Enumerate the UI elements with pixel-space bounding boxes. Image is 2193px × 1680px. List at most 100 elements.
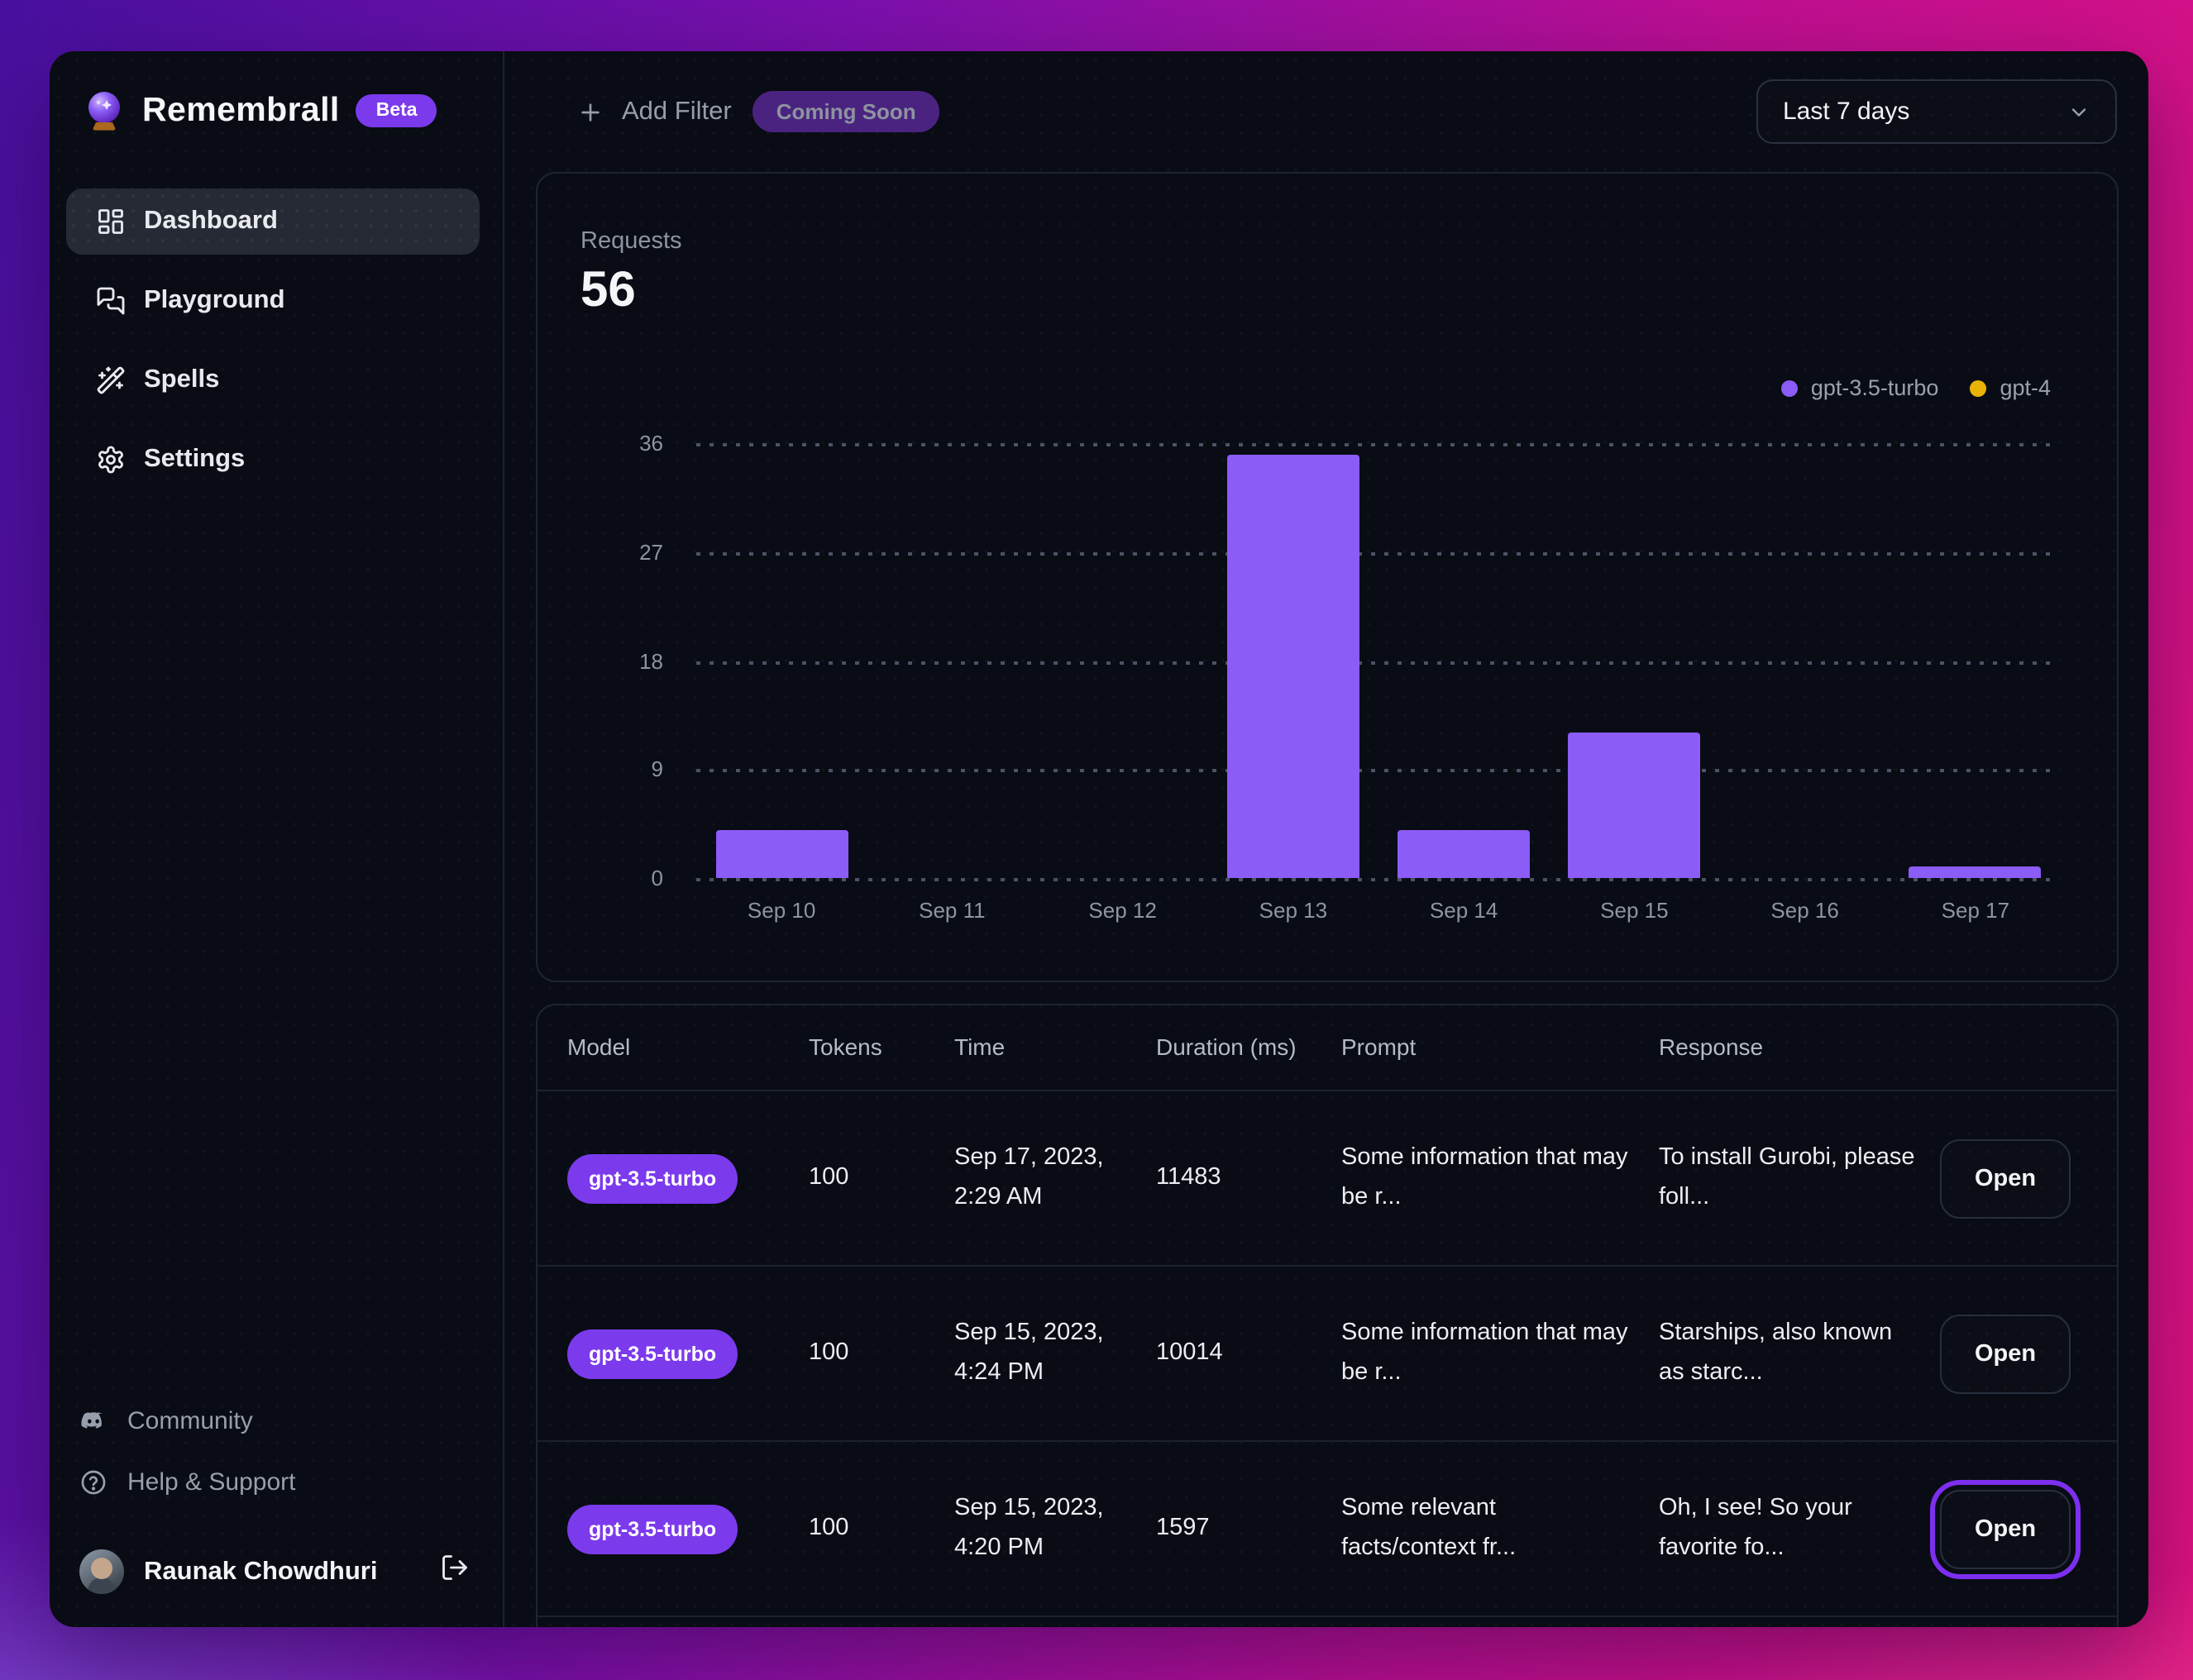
time-cell: Sep 15, 2023, 4:24 PM [954, 1320, 1104, 1385]
sidebar-item-label: Settings [144, 445, 246, 473]
chart-legend: gpt-3.5-turbo gpt-4 [1780, 375, 2051, 400]
bar-sep-15 [1568, 733, 1701, 878]
column-header-model: Model [567, 1033, 631, 1061]
legend-dot [1970, 379, 1987, 396]
beta-badge: Beta [356, 94, 437, 127]
bar-sep-17 [1909, 866, 2042, 878]
table-header-row: Model Tokens Time Duration (ms) Prompt R… [538, 1005, 2117, 1091]
sidebar-item-playground[interactable]: Playground [66, 268, 480, 334]
app-title: Remembrall [142, 91, 340, 129]
coming-soon-badge: Coming Soon [752, 91, 939, 132]
gridline [696, 661, 2057, 664]
add-filter-label: Add Filter [622, 97, 732, 125]
duration-cell: 10014 [1156, 1339, 1223, 1366]
open-button-focused[interactable]: Open [1940, 1489, 2071, 1568]
sidebar-spacer [50, 493, 503, 1396]
prompt-cell: Some information that may be r... [1341, 1320, 1628, 1385]
chevron-down-icon [2071, 107, 2086, 116]
gridline [696, 551, 2057, 556]
logout-button[interactable] [440, 1553, 470, 1591]
sidebar-item-spells[interactable]: Spells [66, 347, 480, 413]
date-range-value: Last 7 days [1783, 98, 1910, 126]
user-name: Raunak Chowdhuri [144, 1557, 378, 1585]
help-circle-icon [81, 1469, 106, 1494]
dashboard-grid-icon [98, 209, 123, 234]
table-row: gpt-3.5-turbo 100 Sep 17, 2023, 2:29 AM … [538, 1091, 2117, 1267]
gear-icon [98, 446, 123, 474]
bar-chart-plot: 0 9 18 27 36 Sep 10 Sep 11 Sep 12 Sep 13 Sep 14 Se… [538, 174, 2117, 981]
open-button[interactable]: Open [1940, 1314, 2071, 1393]
x-axis-tick-label: Sep 11 [919, 898, 986, 923]
chat-bubbles-icon [97, 287, 125, 315]
column-header-duration: Duration (ms) [1156, 1033, 1297, 1061]
tokens-cell: 100 [809, 1339, 849, 1366]
bar-sep-13 [1226, 455, 1359, 878]
table-row: gpt-3.5-turbo 100 Sep 15, 2023, 4:20 PM … [538, 1442, 2117, 1617]
requests-table-card: Model Tokens Time Duration (ms) Prompt R… [536, 1004, 2119, 1627]
topbar: Add Filter Coming Soon Last 7 days [504, 51, 2148, 172]
prompt-cell: Some information that may be r... [1341, 1144, 1628, 1210]
x-axis-tick-label: Sep 12 [1088, 898, 1157, 923]
sidebar-item-label: Help & Support [127, 1468, 296, 1496]
y-axis-tick-label: 36 [639, 431, 663, 456]
gridline [696, 769, 2057, 773]
y-axis-tick-label: 9 [651, 756, 663, 782]
x-axis-tick-label: Sep 10 [747, 898, 816, 923]
tokens-cell: 100 [809, 1163, 849, 1191]
main-content: Add Filter Coming Soon Last 7 days Reque… [504, 51, 2148, 1627]
prompt-cell: Some relevant facts/context fr... [1341, 1495, 1517, 1560]
bar-sep-10 [715, 829, 848, 878]
legend-label: gpt-4 [1999, 375, 2051, 400]
tokens-cell: 100 [809, 1514, 849, 1541]
legend-dot [1780, 379, 1798, 396]
add-filter-button[interactable]: Add Filter [577, 97, 732, 126]
sidebar-nav: Dashboard Playground Spells Settings [50, 189, 503, 493]
table-row: gpt-3.5-turbo 100 Sep 15, 2023, 4:24 PM … [538, 1267, 2117, 1442]
action-cell: Open [1940, 1291, 2094, 1416]
logout-icon [442, 1555, 467, 1580]
model-cell: gpt-3.5-turbo [567, 1305, 809, 1401]
x-axis-tick-label: Sep 17 [1941, 898, 2010, 923]
legend-item-gpt-3.5-turbo: gpt-3.5-turbo [1780, 375, 1939, 400]
column-header-time: Time [954, 1033, 1006, 1061]
action-cell: Open [1940, 1115, 2094, 1241]
legend-item-gpt-4: gpt-4 [1970, 375, 2051, 400]
response-cell: Starships, also known as starc... [1659, 1320, 1893, 1385]
y-axis-tick-label: 18 [639, 648, 663, 673]
sidebar-item-label: Community [127, 1406, 253, 1434]
model-badge: gpt-3.5-turbo [567, 1153, 738, 1203]
sidebar-item-label: Dashboard [144, 207, 278, 235]
chart-title: Requests [580, 228, 682, 255]
sidebar-item-dashboard[interactable]: Dashboard [66, 189, 480, 255]
model-badge: gpt-3.5-turbo [567, 1329, 738, 1378]
sidebar-item-settings[interactable]: Settings [66, 427, 480, 493]
y-axis-tick-label: 27 [639, 539, 663, 565]
discord-icon [81, 1411, 103, 1428]
x-axis-tick-label: Sep 16 [1770, 898, 1839, 923]
duration-cell: 11483 [1156, 1163, 1221, 1191]
column-header-response: Response [1659, 1033, 1764, 1061]
time-cell: Sep 15, 2023, 4:20 PM [954, 1495, 1104, 1560]
x-axis-tick-label: Sep 14 [1429, 898, 1498, 923]
user-row[interactable]: Raunak Chowdhuri [50, 1533, 503, 1627]
date-range-select[interactable]: Last 7 days [1756, 79, 2117, 144]
column-header-tokens: Tokens [809, 1033, 882, 1061]
duration-cell: 1597 [1156, 1514, 1210, 1541]
sidebar-footer: Community Help & Support [50, 1396, 503, 1506]
y-axis-tick-label: 0 [651, 866, 663, 890]
open-button[interactable]: Open [1940, 1138, 2071, 1218]
plus-icon [581, 103, 600, 121]
model-cell: gpt-3.5-turbo [567, 1481, 809, 1577]
requests-total: 56 [580, 263, 636, 317]
legend-label: gpt-3.5-turbo [1810, 375, 1939, 400]
sidebar-item-community[interactable]: Community [79, 1396, 480, 1445]
sidebar-item-label: Playground [144, 286, 285, 314]
app-window: Remembrall Beta Dashboard Playground Spe… [50, 51, 2148, 1627]
sidebar: Remembrall Beta Dashboard Playground Spe… [50, 51, 504, 1627]
bar-sep-14 [1398, 829, 1531, 878]
sidebar-item-help-support[interactable]: Help & Support [79, 1457, 480, 1506]
crystal-ball-icon [88, 92, 120, 131]
response-cell: Oh, I see! So your favorite fo... [1659, 1495, 1852, 1560]
x-axis-tick-label: Sep 15 [1600, 898, 1669, 923]
